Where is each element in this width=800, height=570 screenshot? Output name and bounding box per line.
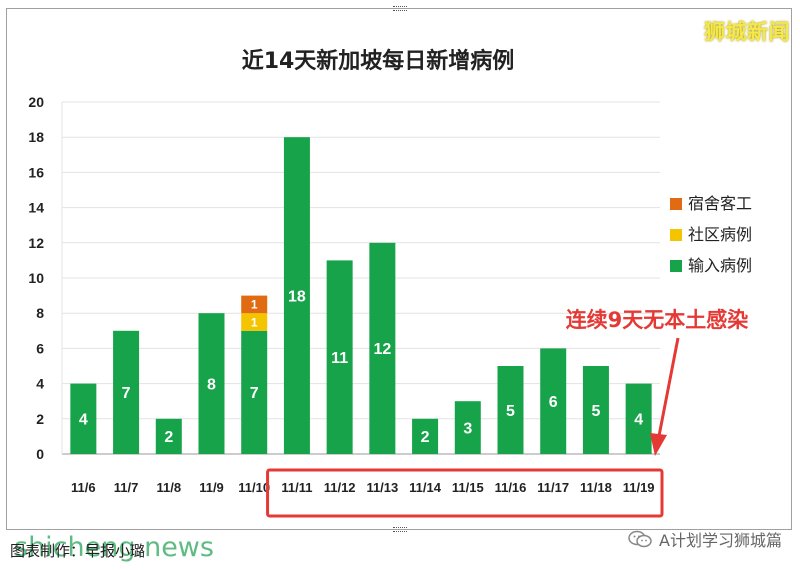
legend-swatch (670, 229, 682, 241)
bar (113, 330, 140, 454)
wechat-icon (628, 530, 652, 548)
bar (70, 383, 97, 454)
annotation-arrow-line (657, 337, 680, 437)
y-tick-label: 2 (36, 411, 44, 427)
bar (241, 313, 268, 331)
data-label: 7 (250, 385, 259, 402)
bar (412, 418, 439, 454)
bar (497, 366, 524, 454)
data-label: 12 (373, 341, 391, 358)
legend-label: 社区病例 (688, 225, 752, 244)
data-label: 1 (251, 315, 258, 329)
legend-label: 宿舍客工 (688, 194, 752, 213)
highlight-box (266, 468, 664, 518)
annotation-arrowhead (650, 433, 667, 456)
resize-handle-top[interactable] (393, 6, 407, 11)
bar (283, 137, 310, 454)
x-tick-label: 11/13 (366, 480, 398, 495)
legend-swatch (670, 198, 682, 210)
x-axis: 11/6 11/7 11/8 11/9 11/10 11/11 11/12 11/13 11/1… (71, 480, 654, 495)
gridlines (61, 101, 660, 455)
bar (198, 313, 225, 454)
x-tick-label: 11/18 (580, 480, 612, 495)
x-tick-label: 11/6 (71, 480, 96, 495)
bar (241, 330, 268, 454)
bar (582, 366, 609, 454)
annotation: 连续9天无本土感染 (266, 308, 749, 518)
bar (155, 418, 182, 454)
x-tick-label: 11/12 (324, 480, 356, 495)
account-watermark: A计划学习狮城篇 (627, 527, 782, 551)
y-tick-label: 10 (28, 270, 44, 286)
legend-swatch (670, 260, 682, 272)
chart-title: 近14天新加坡每日新增病例 (242, 48, 515, 74)
x-tick-label: 11/14 (409, 480, 442, 495)
y-tick-label: 18 (28, 129, 44, 145)
data-label: 3 (463, 420, 472, 437)
x-tick-label: 11/11 (281, 480, 312, 495)
x-tick-label: 11/8 (156, 480, 181, 495)
x-tick-label: 11/10 (238, 480, 270, 495)
bar (241, 295, 268, 314)
account-name: A计划学习狮城篇 (659, 531, 782, 550)
watermark-url: shicheng.news (14, 532, 214, 563)
y-tick-label: 12 (28, 235, 44, 251)
data-label: 11 (331, 350, 348, 367)
x-tick-label: 11/7 (114, 480, 139, 495)
x-tick-label: 11/17 (537, 480, 569, 495)
annotation-text: 连续9天无本土感染 (566, 308, 749, 332)
y-tick-label: 0 (36, 446, 44, 462)
chart-credit: 图表制作：早报小璐 (10, 542, 146, 560)
bar (540, 348, 567, 454)
legend-label: 输入病例 (688, 256, 752, 275)
y-tick-label: 14 (28, 200, 44, 216)
x-tick-label: 11/16 (495, 480, 527, 495)
data-label: 6 (549, 394, 558, 411)
y-tick-label: 16 (28, 164, 44, 180)
data-label: 7 (122, 385, 131, 402)
x-tick-label: 11/15 (452, 480, 484, 495)
y-tick-label: 8 (36, 305, 44, 321)
brand-logo: 狮城新闻 (704, 20, 790, 44)
data-label: 4 (79, 412, 88, 429)
y-tick-label: 4 (36, 376, 44, 392)
data-label: 5 (506, 403, 515, 420)
data-label: 18 (288, 288, 306, 305)
bar (326, 260, 353, 454)
x-tick-label: 11/9 (199, 480, 224, 495)
data-label: 1 (251, 298, 258, 312)
data-label: 2 (164, 429, 173, 446)
bar (369, 242, 396, 454)
data-label: 4 (634, 412, 643, 429)
y-tick-label: 20 (28, 94, 44, 110)
y-axis: 0 2 4 6 8 10 12 14 16 18 20 (28, 94, 44, 462)
data-label: 2 (421, 429, 430, 446)
data-label: 5 (591, 403, 600, 420)
bar (625, 383, 652, 454)
resize-handle-bottom[interactable] (393, 527, 407, 532)
bar (454, 401, 481, 454)
y-tick-label: 6 (36, 340, 44, 356)
data-label: 8 (207, 376, 216, 393)
x-tick-label: 11/19 (623, 480, 655, 495)
